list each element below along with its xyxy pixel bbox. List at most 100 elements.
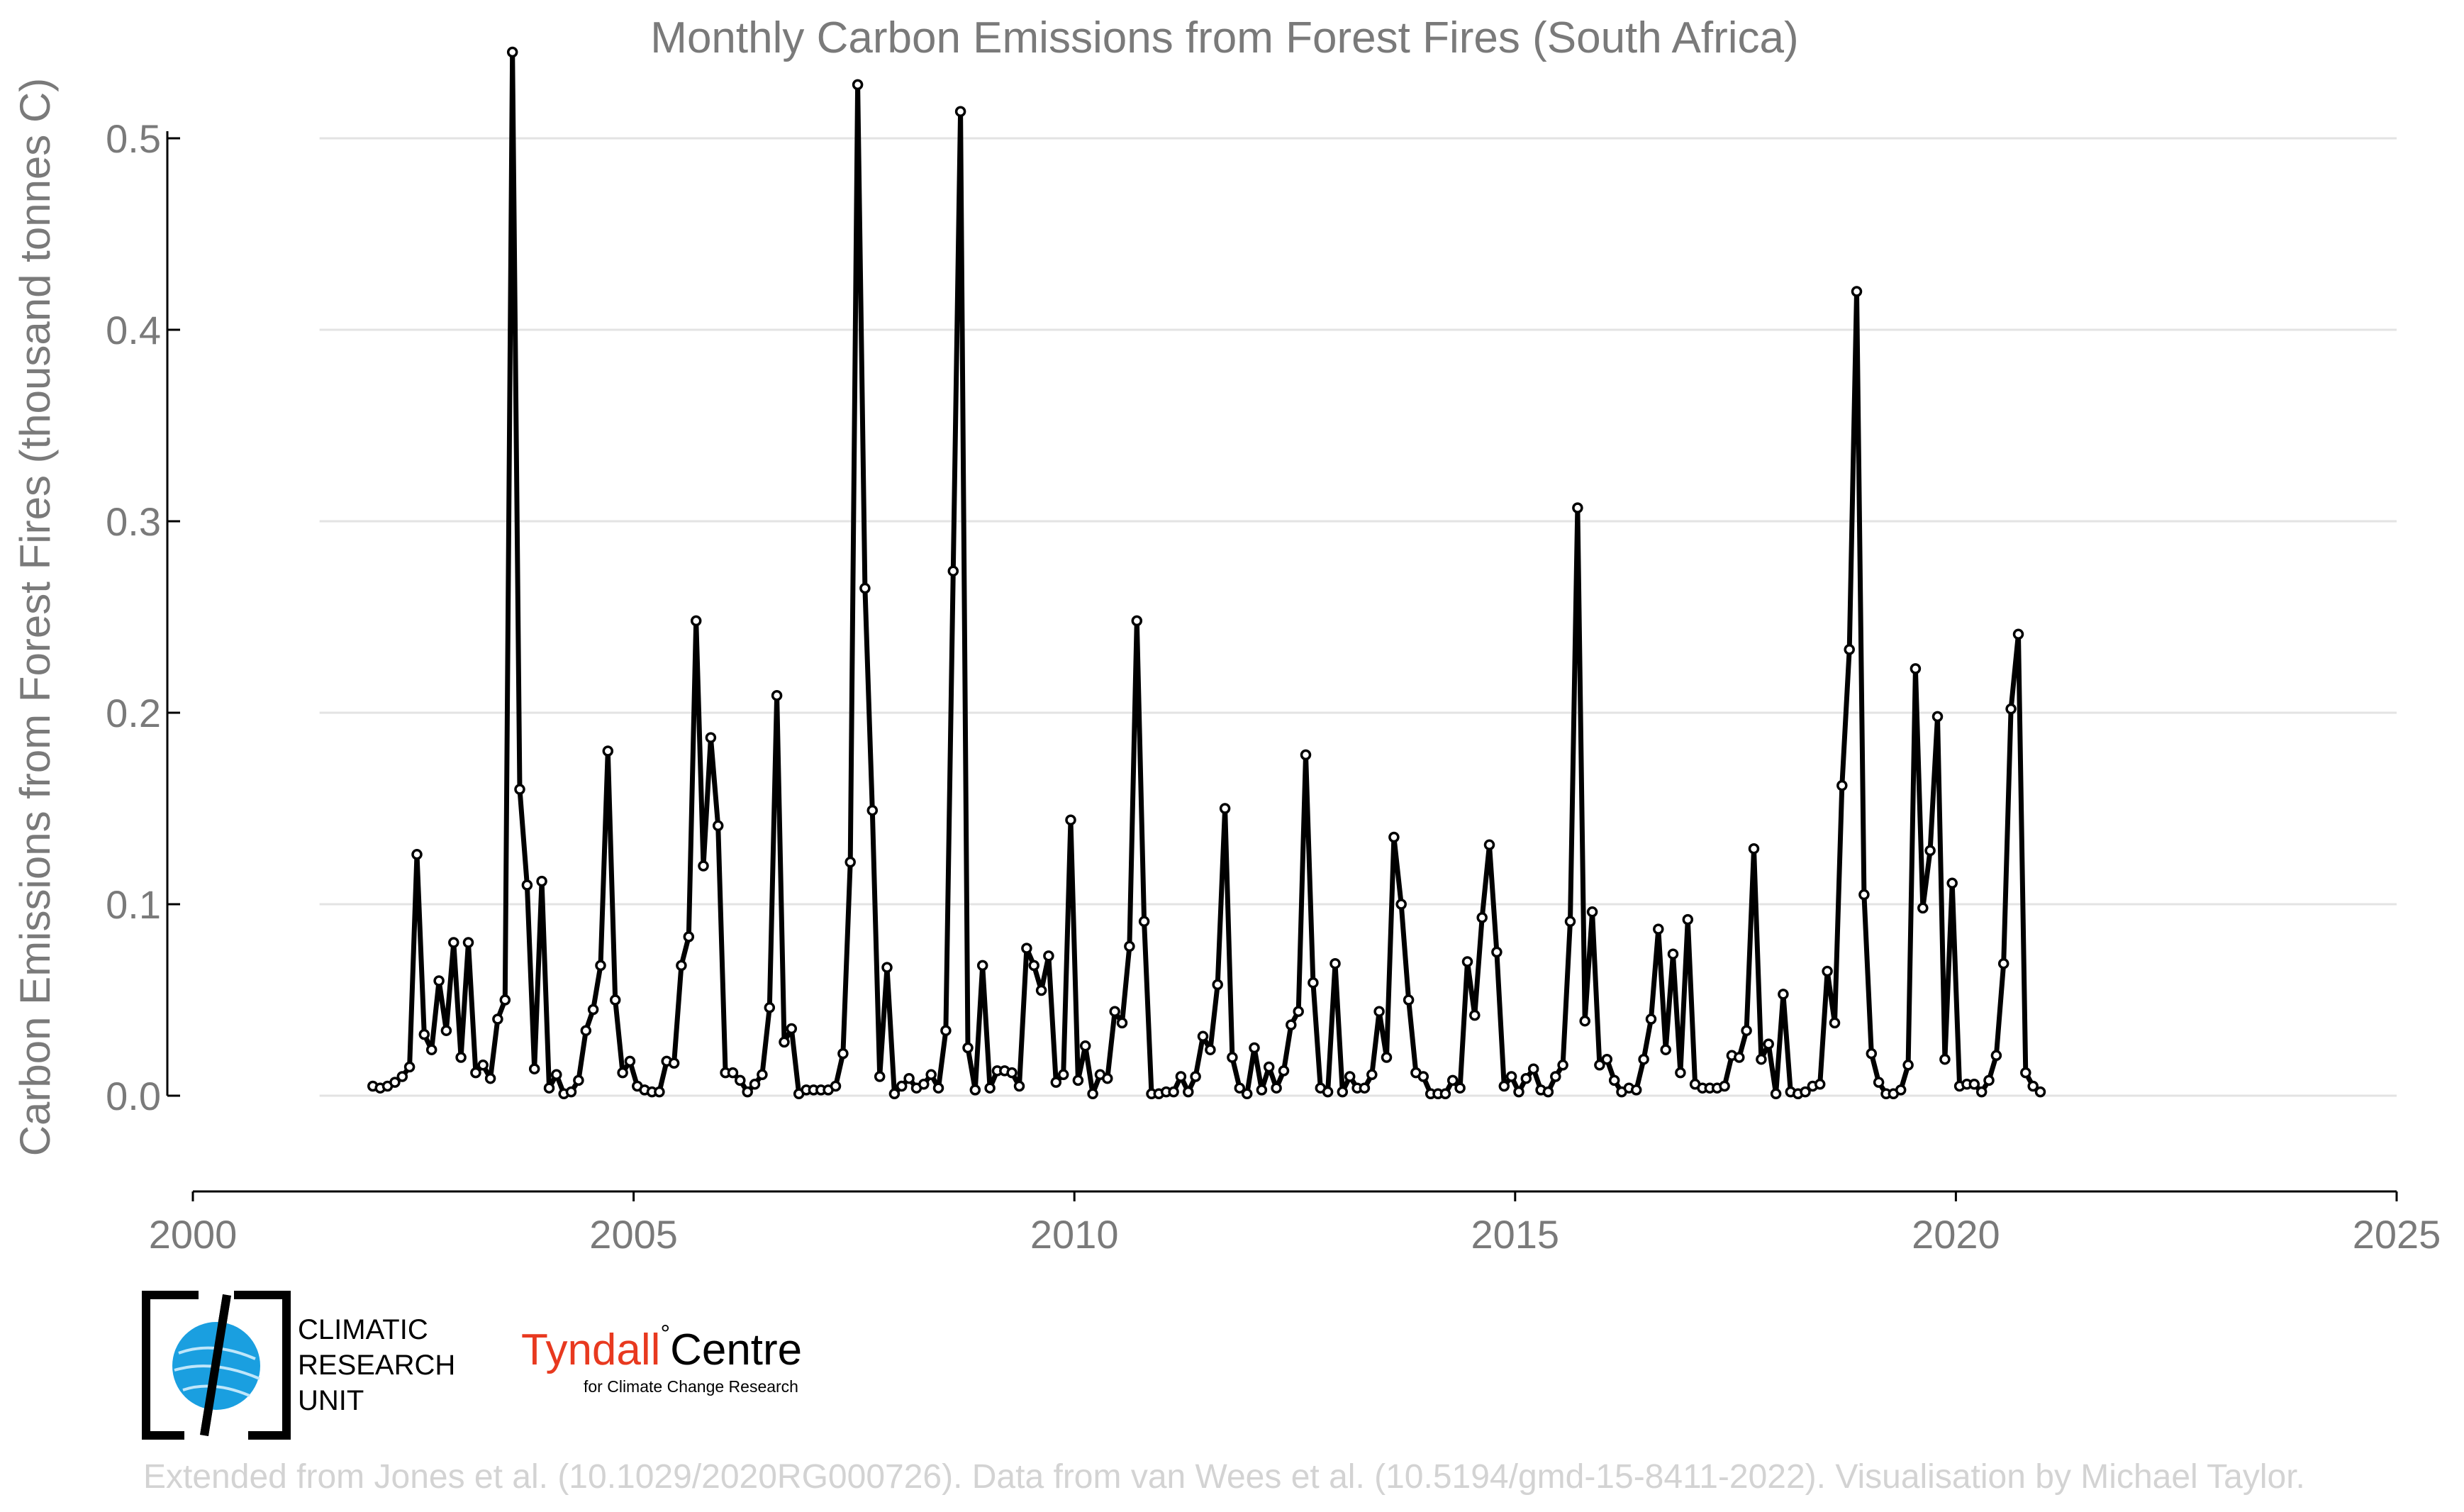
data-point (1931, 711, 1944, 723)
data-point (2027, 1080, 2039, 1092)
data-point (779, 1036, 790, 1048)
data-point (1234, 1082, 1246, 1094)
data-point (1013, 1080, 1025, 1092)
data-point (1212, 979, 1223, 991)
data-point (1866, 1047, 1878, 1060)
data-point (595, 960, 606, 972)
data-point (1461, 956, 1473, 967)
data-point (389, 1077, 401, 1088)
x-tick-label: 2015 (1471, 1212, 1560, 1257)
data-point (1997, 957, 2009, 969)
data-point (837, 1047, 849, 1060)
data-point (2005, 703, 2017, 715)
data-point (764, 1002, 776, 1013)
data-point (1851, 286, 1863, 297)
data-point (830, 1080, 842, 1092)
data-point (1829, 1017, 1841, 1029)
data-point (2020, 1067, 2031, 1079)
data-point (1373, 1006, 1385, 1017)
data-point (1381, 1052, 1393, 1063)
data-point (1895, 1084, 1907, 1096)
data-point (551, 1069, 562, 1081)
data-point (735, 1074, 746, 1086)
data-point (1035, 984, 1047, 996)
cru-logo-icon (142, 1291, 291, 1440)
data-point (742, 1086, 753, 1098)
data-point (954, 106, 966, 117)
data-point (1050, 1077, 1062, 1088)
x-tick-label: 2005 (589, 1212, 678, 1257)
data-point (874, 1071, 886, 1082)
data-point (1910, 663, 1922, 674)
data-point (1344, 1071, 1356, 1082)
data-point (668, 1057, 680, 1069)
data-point (1175, 1071, 1187, 1082)
data-point (1638, 1053, 1649, 1065)
data-point (1388, 831, 1400, 843)
data-point (976, 960, 988, 972)
data-point (617, 1067, 628, 1079)
data-point (947, 565, 959, 577)
data-point (1256, 1084, 1268, 1096)
data-point (448, 937, 459, 948)
data-point (1594, 1060, 1605, 1071)
data-point (683, 931, 695, 943)
cru-line-1: CLIMATIC (298, 1314, 428, 1345)
data-point (1417, 1071, 1429, 1082)
tyndall-logo: Tyndall°Centre for Climate Change Resear… (521, 1321, 803, 1396)
grid-lines (319, 137, 2397, 1097)
y-axis-title: Carbon Emissions from Forest Fires (thou… (11, 78, 59, 1157)
data-point (1542, 1086, 1554, 1098)
data-point (1946, 877, 1958, 889)
data-point (1527, 1063, 1539, 1074)
cru-line-2: RESEARCH (298, 1350, 456, 1381)
x-axis-ticks: 2000 2005 2010 2015 2020 2025 (149, 1191, 2441, 1257)
data-point (1322, 1086, 1334, 1098)
data-point (1021, 943, 1032, 954)
data-point (1741, 1025, 1752, 1036)
tyndall-centre: Centre (670, 1325, 803, 1374)
y-tick-label: 0.5 (106, 116, 161, 161)
data-point (1601, 1053, 1613, 1065)
data-point (1968, 1079, 1980, 1090)
data-point (1924, 845, 1936, 857)
data-point (1286, 1019, 1297, 1030)
data-point (1550, 1071, 1561, 1082)
data-point (1770, 1088, 1782, 1100)
data-point (1124, 940, 1135, 952)
data-point (984, 1082, 996, 1094)
data-point (1337, 1086, 1349, 1098)
x-tick-label: 2025 (2353, 1212, 2441, 1257)
data-point (749, 1079, 761, 1090)
data-point (462, 937, 474, 948)
data-point (470, 1067, 481, 1079)
data-point (1219, 803, 1231, 814)
data-point (969, 1084, 981, 1096)
y-tick-label: 0.0 (106, 1074, 161, 1118)
data-point (654, 1086, 665, 1098)
data-point (1300, 749, 1312, 761)
data-point (1249, 1042, 1260, 1054)
data-point (1395, 899, 1407, 910)
data-point (1513, 1086, 1524, 1098)
data-point (1116, 1017, 1128, 1029)
data-point (1858, 889, 1870, 901)
data-point (411, 849, 423, 860)
y-tick-label: 0.2 (106, 691, 161, 735)
data-point (624, 1055, 636, 1067)
data-point (1939, 1053, 1951, 1065)
data-point (1293, 1006, 1304, 1017)
data-point (543, 1082, 555, 1094)
data-point (1057, 1069, 1069, 1081)
data-point (499, 994, 511, 1006)
data-point (1403, 994, 1415, 1006)
data-points (367, 46, 2046, 1100)
data-point (1183, 1086, 1194, 1098)
data-point (1675, 1067, 1686, 1079)
y-tick-label: 0.4 (106, 308, 161, 352)
cru-line-3: UNIT (298, 1385, 364, 1416)
data-point (536, 875, 547, 887)
footer-credits: Extended from Jones et al. (10.1029/2020… (143, 1458, 2305, 1496)
y-axis-ticks: 0.0 0.1 0.2 0.3 0.4 0.5 (106, 116, 180, 1118)
